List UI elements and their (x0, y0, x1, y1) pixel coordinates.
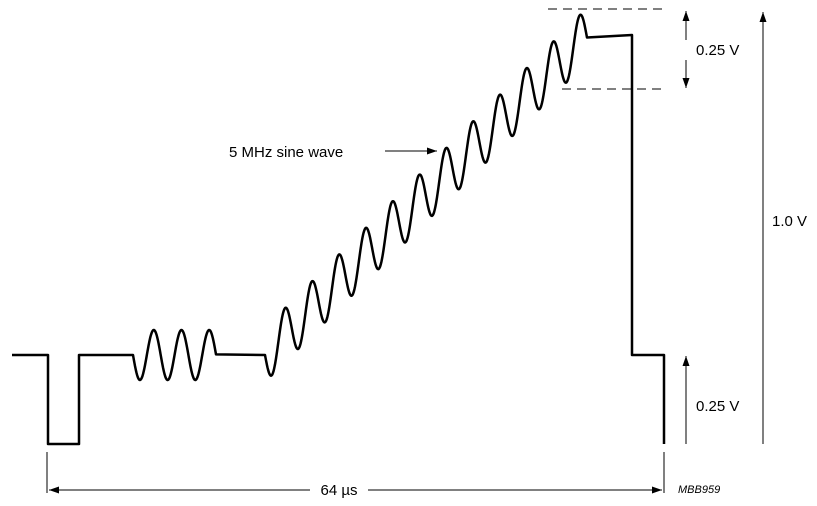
figure-reference: MBB959 (678, 484, 720, 496)
period-label: 64 µs (321, 482, 358, 499)
waveform-trace (12, 13, 666, 446)
full-amplitude-label: 1.0 V (772, 213, 807, 230)
sine-wave-label: 5 MHz sine wave (229, 144, 343, 161)
top-amplitude-label: 0.25 V (696, 42, 739, 59)
bottom-amplitude-label: 0.25 V (696, 398, 739, 415)
